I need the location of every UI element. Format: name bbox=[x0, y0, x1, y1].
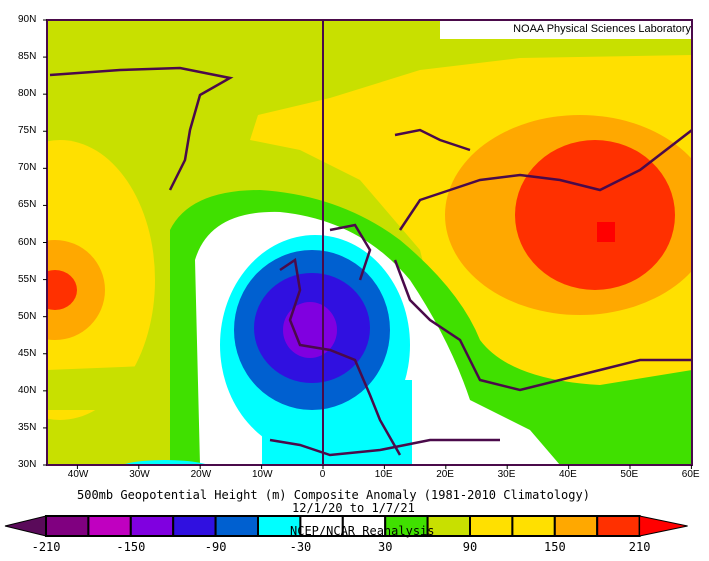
contour-60-90-sw bbox=[47, 365, 170, 410]
coastlines bbox=[49, 66, 692, 457]
lat-label: 80N bbox=[18, 88, 37, 100]
lon-label: 20W bbox=[190, 469, 212, 480]
lat-label: 90N bbox=[18, 14, 37, 25]
lon-label: 50E bbox=[620, 469, 639, 480]
lat-label: 55N bbox=[18, 273, 37, 285]
lat-label: 75N bbox=[18, 125, 37, 137]
lon-label: 0 bbox=[319, 469, 326, 480]
colorbar-label: -210 bbox=[31, 540, 61, 554]
colorbar-swatch bbox=[469, 515, 514, 537]
lat-label: 50N bbox=[18, 310, 37, 322]
contour-180-210-east bbox=[515, 140, 675, 290]
lon-label: 30W bbox=[129, 469, 150, 480]
lat-label: 30N bbox=[18, 459, 37, 470]
credit-label: NOAA Physical Sciences Laboratory bbox=[440, 21, 691, 39]
lon-label: 40W bbox=[67, 469, 89, 480]
contour-minus30-0-sw bbox=[121, 460, 209, 465]
lat-label: 85N bbox=[18, 51, 37, 63]
lon-label: 20E bbox=[436, 469, 454, 480]
colorbar-swatch bbox=[553, 515, 599, 537]
date-range: 12/1/20 to 1/7/21 bbox=[292, 501, 415, 515]
map-title: 500mb Geopotential Height (m) Composite … bbox=[77, 488, 590, 502]
colorbar-label: 150 bbox=[544, 540, 566, 554]
lon-label: 40E bbox=[559, 469, 577, 480]
colorbar-label: -90 bbox=[204, 540, 227, 554]
lat-label: 60N bbox=[18, 236, 37, 248]
colorbar-label: 30 bbox=[378, 540, 393, 554]
colorbar-swatch bbox=[172, 515, 217, 537]
lon-label: 60E bbox=[681, 469, 700, 480]
lat-label: 65N bbox=[18, 199, 37, 211]
colorbar-swatch bbox=[45, 515, 90, 537]
lat-label: 70N bbox=[18, 162, 37, 174]
colorbar-high-arrow bbox=[639, 515, 688, 537]
colorbar-low-arrow bbox=[4, 515, 47, 537]
colorbar-swatch bbox=[596, 515, 641, 537]
lon-label: 30E bbox=[497, 469, 516, 480]
colorbar-swatch bbox=[214, 515, 260, 537]
colorbar-swatch bbox=[129, 515, 175, 537]
contour-210-east bbox=[597, 222, 615, 242]
colorbar-label: 90 bbox=[462, 540, 478, 554]
contour-180-210-west bbox=[47, 270, 77, 310]
colorbar bbox=[4, 515, 688, 537]
colorbar-label: -150 bbox=[116, 540, 146, 554]
colorbar-label: -30 bbox=[289, 540, 312, 554]
colorbar-swatch bbox=[87, 515, 132, 537]
lon-label: 10E bbox=[374, 469, 393, 480]
lat-label: 45N bbox=[18, 347, 37, 359]
colorbar-label: 210 bbox=[628, 540, 651, 554]
source-label: NCEP/NCAR Reanalysis bbox=[290, 524, 435, 538]
lat-label: 40N bbox=[18, 384, 37, 396]
lon-label: 10W bbox=[252, 469, 273, 480]
lat-label: 35N bbox=[18, 421, 37, 433]
colorbar-swatch bbox=[511, 515, 556, 537]
